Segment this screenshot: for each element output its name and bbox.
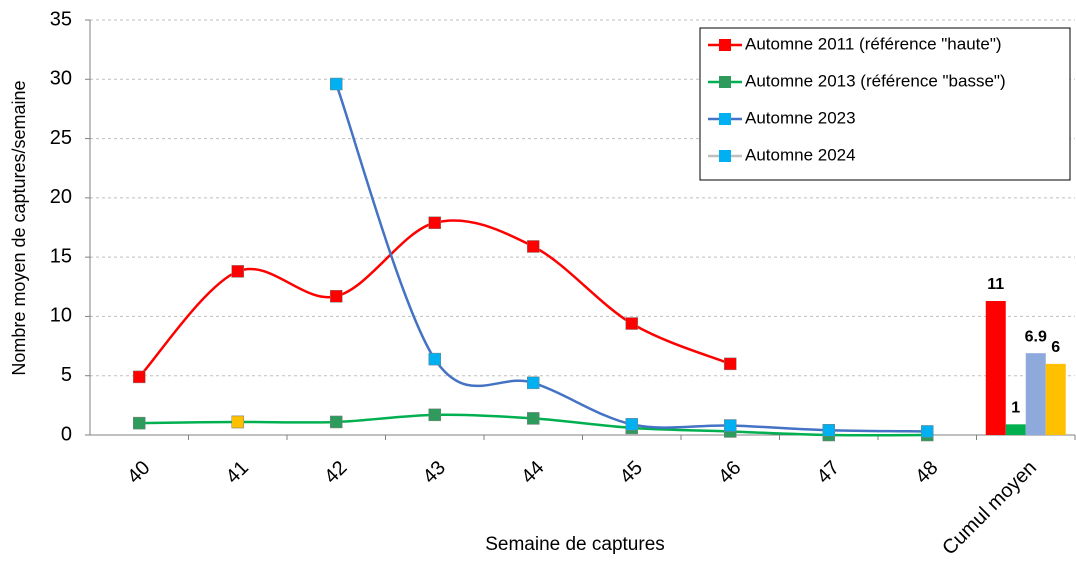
x-tick-label: 41: [222, 457, 253, 488]
marker: [527, 240, 540, 253]
legend-label: Automne 2024: [745, 145, 856, 164]
legend-label: Automne 2023: [745, 108, 856, 127]
x-tick-label: 45: [616, 457, 647, 488]
marker: [921, 425, 934, 438]
marker: [625, 317, 638, 330]
x-tick-label: 42: [320, 457, 351, 488]
marker: [330, 290, 343, 303]
y-tick-label: 15: [50, 245, 72, 267]
marker: [231, 265, 244, 278]
legend-marker: [719, 39, 731, 51]
x-tick-label: 44: [517, 457, 548, 488]
x-axis-title: Semaine de captures: [485, 534, 665, 555]
bar-label: 11: [987, 276, 1004, 293]
marker: [822, 424, 835, 437]
x-tick-label: 48: [911, 457, 942, 488]
marker: [428, 352, 441, 366]
y-axis-title: Nombre moyen de captures/semaine: [9, 80, 29, 375]
bar: [1005, 424, 1026, 435]
x-tick-label: 47: [813, 457, 844, 488]
marker: [133, 370, 146, 384]
marker: [330, 415, 343, 429]
y-tick-label: 0: [61, 423, 72, 445]
y-tick-label: 25: [50, 127, 72, 149]
marker: [428, 408, 441, 422]
x-tick-label: 43: [419, 457, 450, 488]
bar-label: 6.9: [1025, 328, 1047, 345]
y-tick-label: 20: [50, 186, 72, 208]
marker: [527, 376, 540, 390]
legend-label: Automne 2011 (référence "haute"): [745, 34, 1002, 53]
legend-marker: [719, 113, 731, 125]
marker: [428, 216, 441, 230]
legend-marker: [719, 150, 731, 162]
bar: [1025, 353, 1046, 435]
y-tick-label: 10: [50, 305, 72, 327]
marker: [527, 412, 540, 425]
legend-box: [699, 27, 1071, 181]
x-tick-label: Cumul moyen: [938, 457, 1041, 560]
legend-label: Automne 2013 (référence "basse"): [745, 71, 1006, 90]
bar: [985, 301, 1006, 435]
marker: [231, 415, 244, 429]
marker: [724, 357, 737, 371]
marker: [625, 418, 638, 431]
y-tick-label: 5: [61, 364, 72, 386]
y-tick-label: 35: [50, 8, 72, 30]
y-tick-label: 30: [50, 68, 72, 90]
series-line: [335, 83, 928, 433]
bar-label: 1: [1011, 400, 1020, 417]
bar: [1045, 363, 1066, 435]
marker: [133, 416, 146, 430]
x-tick-label: 46: [714, 457, 745, 488]
bar-label: 6: [1051, 339, 1060, 356]
marker: [724, 419, 737, 432]
marker: [330, 77, 343, 91]
x-tick-label: 40: [123, 457, 154, 488]
legend-marker: [719, 76, 731, 88]
